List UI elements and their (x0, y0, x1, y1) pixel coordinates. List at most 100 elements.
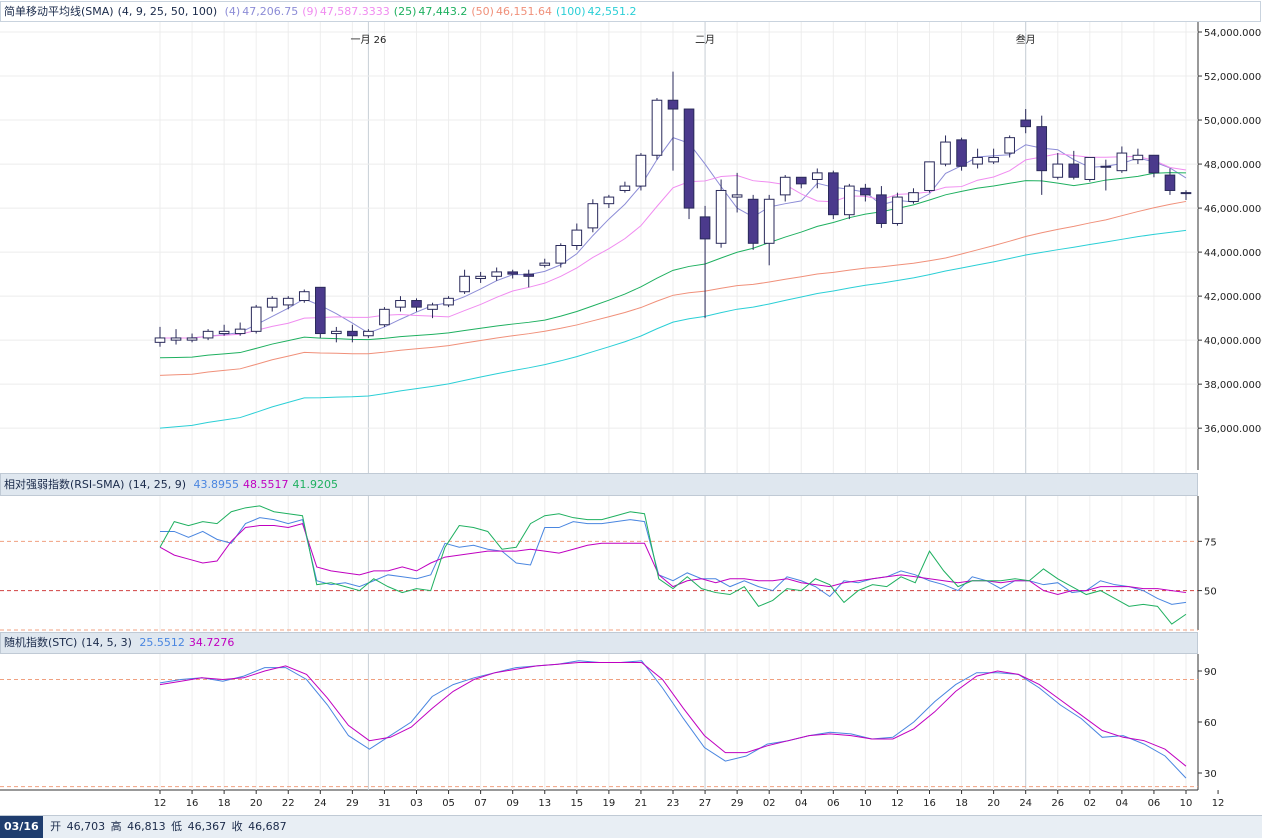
candle-up-body (1052, 163, 1064, 178)
stc-tick-label-0: 90 (1204, 667, 1217, 678)
rsi-legend-value-1: 48.5517 (242, 478, 289, 491)
x-tick-label-31: 06 (1148, 798, 1161, 809)
candle-down-body (828, 172, 839, 216)
candle-up-body (1100, 165, 1112, 168)
rsi-tick-label-0: 75 (1204, 537, 1217, 548)
candle-down-body (523, 273, 535, 277)
stc-legend-value-1: 34.7276 (188, 636, 235, 649)
x-tick-label-29: 02 (1083, 798, 1096, 809)
sma-legend-value-3: 46,151.64 (495, 5, 552, 18)
candle (587, 199, 599, 233)
stc-params: (14, 5, 3) (81, 636, 132, 649)
x-tick-label-4: 22 (282, 798, 295, 809)
candle-down-body (347, 330, 358, 337)
sma-title: 简单移动平均线(SMA) (4, 5, 114, 18)
price-tick-label-5: 44,000.0000 (1204, 248, 1262, 259)
high-value: 46,813 (127, 820, 166, 833)
x-tick-label-3: 20 (250, 798, 263, 809)
month-label-0: 一月 26 (350, 34, 386, 46)
candle (331, 326, 342, 343)
candle (795, 176, 807, 189)
price-tick-label-7: 40,000.0000 (1204, 336, 1262, 347)
candle (731, 172, 743, 213)
stc-tick-label-1: 60 (1204, 718, 1217, 729)
candle (234, 322, 246, 336)
x-tick-label-1: 16 (186, 798, 199, 809)
candle-up-body (1084, 156, 1096, 180)
x-axis: 12 16 18 20 22 24 29 31 03 05 07 09 13 15 19 21 23 27 29 02… (154, 790, 1224, 809)
rsi-legend-value-0: 43.8955 (193, 478, 239, 491)
candle (683, 108, 695, 220)
candle-down-body (1068, 163, 1080, 178)
sma-legend-label-0: (4) (224, 5, 241, 18)
candle-up-body (587, 203, 599, 229)
candle-up-body (202, 330, 214, 339)
x-tick-label-21: 06 (827, 798, 840, 809)
sma-legend-value-1: 47,587.3333 (319, 5, 390, 18)
sma-legend-label-4: (100) (555, 5, 586, 18)
rsi-series-1 (159, 522, 1187, 596)
x-tick-label-6: 29 (346, 798, 359, 809)
candle (1020, 109, 1031, 134)
rsi-legend: 相对强弱指数(RSI-SMA) (14, 25, 9) 43.8955 48.551… (0, 473, 1198, 496)
candle-down-body (507, 271, 518, 275)
x-tick-label-18: 29 (731, 798, 744, 809)
sma-legend-value-2: 47,443.2 (418, 5, 468, 18)
candle (779, 175, 791, 202)
candle-up-body (298, 291, 310, 302)
candle-up-body (154, 337, 166, 343)
candle (154, 326, 166, 347)
candle-up-body (1132, 154, 1144, 161)
candle (523, 269, 535, 288)
sma-9-line (160, 153, 1187, 339)
candle-down-body (956, 139, 967, 167)
rsi-tick-label-1: 50 (1204, 587, 1217, 598)
candle (667, 71, 679, 171)
candle (1084, 156, 1096, 182)
candle (218, 324, 230, 336)
candle-up-body (972, 156, 983, 165)
candle-down-body (876, 194, 887, 224)
sma-50-line (159, 200, 1187, 376)
x-tick-label-20: 04 (795, 798, 808, 809)
x-tick-label-27: 24 (1019, 798, 1032, 809)
candle-up-body (363, 330, 374, 337)
candle-up-body (1004, 137, 1015, 154)
candle-up-body (234, 328, 246, 335)
candle (828, 170, 839, 220)
candle (635, 153, 647, 191)
candle (1052, 153, 1064, 180)
sma-100-line (159, 229, 1187, 429)
candle (715, 179, 727, 248)
candle-up-body (427, 304, 438, 310)
rsi-legend-value-2: 41.9205 (292, 478, 338, 491)
candle (1116, 146, 1128, 173)
rsi-series-2 (159, 505, 1187, 625)
candle (298, 289, 310, 303)
sma-25-line (159, 172, 1187, 359)
low-value: 46,367 (187, 820, 227, 833)
x-tick-label-10: 07 (474, 798, 487, 809)
candle-up-body (250, 306, 262, 332)
open-label: 开 (50, 820, 62, 833)
x-tick-label-5: 24 (314, 798, 327, 809)
candle (1148, 154, 1160, 178)
sma-params: (4, 9, 25, 50, 100) (117, 5, 218, 18)
candle (443, 296, 454, 308)
stc-title: 随机指数(STC) (4, 636, 78, 649)
x-tick-label-8: 03 (410, 798, 423, 809)
candle-up-body (170, 337, 182, 341)
x-tick-label-24: 16 (923, 798, 936, 809)
candle (1004, 135, 1015, 158)
candle (747, 194, 759, 250)
price-tick-label-0: 54,000.0000 (1204, 28, 1262, 39)
close-value: 46,687 (248, 820, 287, 833)
x-tick-label-11: 09 (506, 798, 519, 809)
candle-up-body (571, 229, 583, 247)
candle-up-body (491, 271, 502, 277)
candle (924, 161, 935, 193)
candle (811, 168, 823, 189)
x-tick-label-32: 10 (1180, 798, 1193, 809)
x-tick-label-7: 31 (378, 798, 391, 809)
rsi-pane: 75 50 (0, 505, 1217, 631)
